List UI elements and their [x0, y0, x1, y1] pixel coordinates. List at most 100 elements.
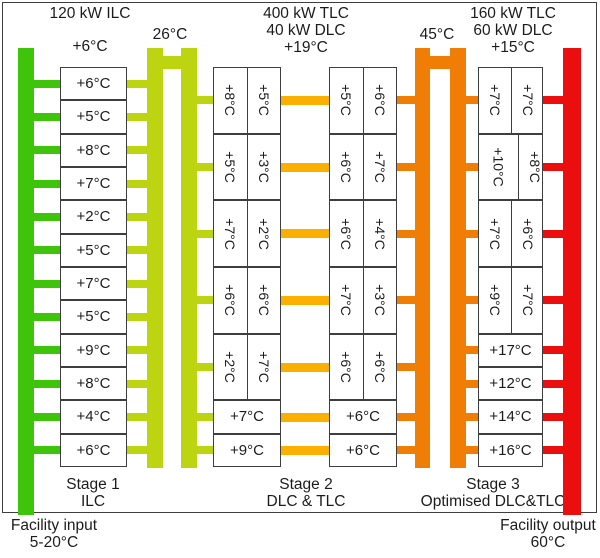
stage2-server-column-right: +5°C +6°C +6°C +7°C +6°C +4°C +7°C +3°C +6°C +6°C… — [329, 67, 397, 467]
stage2-delta-label: +19°C — [284, 39, 328, 56]
stage1-loop-rail-right — [181, 48, 197, 468]
server-box-row: +17°C — [478, 333, 543, 367]
temp-delta-cell: +4°C — [362, 201, 397, 266]
server-box-row: +6°C — [329, 400, 397, 434]
temp-delta-value: +9°C — [230, 441, 264, 459]
server-box-row: +2°C — [60, 200, 127, 234]
temp-delta-value: +6°C — [371, 84, 388, 117]
server-box-row: +8°C — [60, 133, 127, 167]
temp-delta-cell: +6°C — [362, 68, 397, 133]
temp-delta-cell: +6°C — [362, 334, 397, 400]
temp-delta-cell: +3°C — [362, 267, 397, 333]
stage1-loop-crossbar — [147, 56, 197, 69]
server-box-row: +7°C +6°C — [478, 200, 543, 267]
stage3-server-column: +7°C +7°C +10°C +8°C +7°C +6°C +9°C +7°C +17°C +1… — [478, 67, 543, 467]
temp-delta-value: +3°C — [255, 151, 272, 183]
temp-delta-value: +8°C — [76, 141, 111, 159]
temp-delta-value: +7°C — [486, 217, 503, 250]
temp-delta-value: +17°C — [489, 341, 532, 359]
server-box-row: +12°C — [478, 366, 543, 401]
temp-delta-cell: +6°C — [330, 401, 396, 432]
facility-input-rail — [18, 48, 34, 515]
stage2-name-label: Stage 2 — [279, 476, 333, 493]
server-box-row: +7°C — [60, 166, 127, 201]
temp-delta-cell: +4°C — [61, 401, 126, 432]
loop1-temp-label: 26°C — [152, 26, 188, 43]
temp-delta-value: +7°C — [255, 351, 272, 383]
server-box-row: +6°C +6°C — [329, 333, 397, 401]
temp-delta-value: +7°C — [76, 275, 111, 293]
temp-delta-value: +6°C — [338, 151, 355, 183]
server-box-row: +6°C +4°C — [329, 200, 397, 267]
server-box-row: +5°C +3°C — [213, 133, 281, 201]
stage2-loop-crossbar — [415, 56, 466, 69]
temp-delta-value: +5°C — [76, 241, 111, 259]
stage2-server-column-left: +8°C +5°C +5°C +3°C +7°C +2°C +6°C +6°C +2°C +7°C… — [213, 67, 281, 467]
temp-delta-value: +7°C — [371, 151, 388, 183]
temp-delta-cell: +7°C — [61, 168, 126, 199]
temp-delta-value: +6°C — [76, 75, 111, 93]
temp-delta-cell: +6°C — [510, 201, 544, 266]
temp-delta-cell: +6°C — [330, 201, 363, 266]
temp-delta-cell: +7°C — [362, 134, 397, 200]
loop2-temp-label: 45°C — [419, 26, 455, 43]
temp-delta-cell: +8°C — [61, 368, 126, 399]
temp-delta-cell: +5°C — [330, 68, 363, 133]
temp-delta-cell: +9°C — [479, 268, 511, 333]
temp-delta-value: +5°C — [222, 151, 239, 183]
temp-delta-value: +7°C — [519, 284, 536, 317]
temp-delta-cell: +5°C — [246, 68, 281, 133]
temp-delta-cell: +6°C — [330, 435, 396, 466]
temp-delta-value: +5°C — [76, 308, 111, 326]
temp-delta-value: +6°C — [371, 351, 388, 383]
server-box-row: +8°C +5°C — [213, 67, 281, 134]
temp-delta-value: +7°C — [519, 84, 536, 117]
server-box-row: +7°C +7°C — [478, 67, 543, 134]
temp-delta-value: +6°C — [338, 351, 355, 383]
temp-delta-value: +8°C — [76, 375, 111, 393]
temp-delta-cell: +5°C — [61, 101, 126, 132]
stage2-loop-rail-left — [415, 48, 430, 468]
server-box-row: +5°C — [60, 300, 127, 334]
server-box-row: +16°C — [478, 433, 543, 467]
server-box-row: +10°C +8°C — [478, 133, 543, 201]
server-box-row: +7°C +2°C — [213, 200, 281, 267]
temp-delta-cell: +16°C — [479, 435, 542, 466]
temp-delta-value: +6°C — [76, 441, 111, 459]
facility-input-label: Facility input — [10, 517, 98, 534]
temp-delta-cell: +7°C — [479, 68, 511, 133]
temp-delta-value: +9°C — [486, 284, 503, 317]
server-box-row: +2°C +7°C — [213, 333, 281, 401]
temp-delta-cell: +14°C — [479, 401, 542, 432]
temp-delta-value: +6°C — [338, 217, 355, 250]
temp-delta-value: +5°C — [76, 108, 111, 126]
stage1-type-label: ILC — [80, 493, 106, 510]
server-box-row: +6°C — [60, 433, 127, 467]
temp-delta-value: +14°C — [489, 408, 532, 426]
temp-delta-cell: +6°C — [214, 268, 247, 333]
diagram-border — [2, 2, 597, 513]
temp-delta-value: +2°C — [222, 351, 239, 383]
stage3-power-tlc-label: 160 kW TLC — [470, 5, 556, 22]
temp-delta-cell: +6°C — [61, 435, 126, 466]
temp-delta-value: +4°C — [371, 217, 388, 250]
temp-delta-cell: +7°C — [246, 334, 281, 400]
server-box-row: +14°C — [478, 400, 543, 434]
temp-delta-value: +8°C — [527, 151, 544, 183]
temp-delta-value: +2°C — [255, 217, 272, 250]
temp-delta-cell: +7°C — [214, 201, 247, 266]
temp-delta-cell: +8°C — [518, 134, 551, 200]
temp-delta-cell: +7°C — [214, 401, 280, 432]
temp-delta-value: +4°C — [76, 408, 111, 426]
stage2-type-label: DLC & TLC — [266, 493, 346, 510]
stage3-power-dlc-label: 60 kW DLC — [473, 22, 553, 39]
server-box-row: +5°C — [60, 100, 127, 134]
server-box-row: +7°C +3°C — [329, 266, 397, 334]
temp-delta-value: +7°C — [230, 408, 264, 426]
server-box-row: +6°C +6°C — [213, 266, 281, 334]
temp-delta-value: +3°C — [371, 284, 388, 317]
temp-delta-cell: +6°C — [330, 135, 363, 200]
temp-delta-value: +2°C — [76, 208, 111, 226]
temp-delta-value: +16°C — [489, 441, 532, 459]
